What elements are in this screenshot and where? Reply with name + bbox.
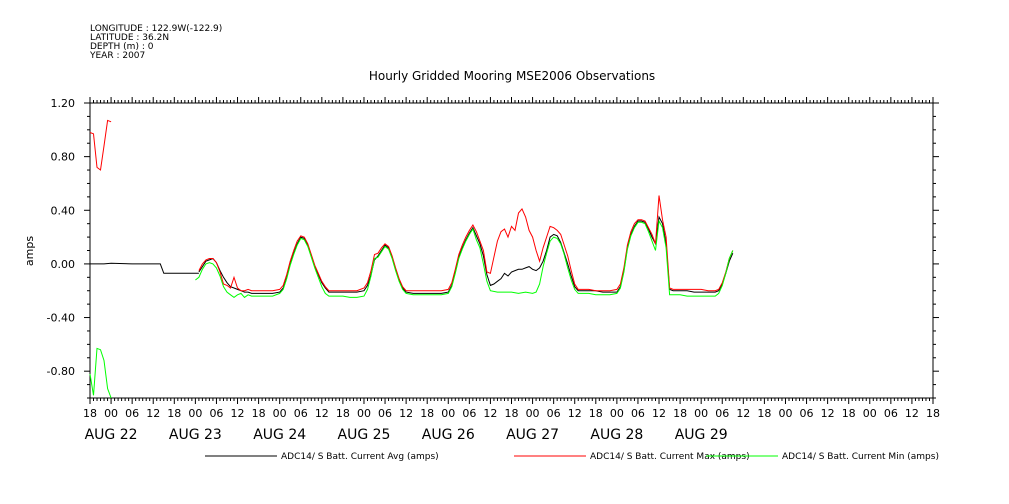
x-tick-label: 12 — [821, 407, 835, 420]
legend-label: ADC14/ S Batt. Current Avg (amps) — [281, 452, 439, 462]
date-label: AUG 22 — [85, 427, 138, 443]
x-tick-label: 06 — [715, 407, 729, 420]
date-label: AUG 24 — [253, 427, 306, 443]
date-label: AUG 29 — [675, 427, 728, 443]
x-tick-label: 12 — [315, 407, 329, 420]
x-tick-label: 00 — [273, 407, 287, 420]
date-label: AUG 26 — [422, 427, 475, 443]
x-tick-label: 12 — [568, 407, 582, 420]
series-lines — [89, 119, 734, 399]
x-tick-label: 00 — [778, 407, 792, 420]
x-tick-label: 12 — [231, 407, 245, 420]
header-info: LONGITUDE : 122.9W(-122.9) LATITUDE : 36… — [89, 24, 222, 61]
series-line-avg — [90, 262, 199, 274]
x-tick-label: 18 — [673, 407, 687, 420]
y-tick-label: 0.40 — [51, 204, 76, 217]
x-tick-label: 18 — [589, 407, 603, 420]
x-tick-label: 06 — [547, 407, 561, 420]
x-tick-label: 06 — [294, 407, 308, 420]
x-tick-label: 00 — [694, 407, 708, 420]
depth-label: DEPTH (m) : 0 — [90, 42, 154, 52]
x-tick-label: 18 — [926, 407, 940, 420]
x-tick-label: 00 — [610, 407, 624, 420]
y-tick-label: 0.80 — [51, 151, 76, 164]
x-tick-label: 06 — [631, 407, 645, 420]
x-tick-label: 00 — [188, 407, 202, 420]
year-label: YEAR : 2007 — [89, 51, 145, 61]
x-tick-label: 18 — [336, 407, 350, 420]
date-label: AUG 25 — [338, 427, 391, 443]
date-label: AUG 27 — [506, 427, 559, 443]
legend-label: ADC14/ S Batt. Current Min (amps) — [782, 452, 939, 462]
x-tick-label: 06 — [800, 407, 814, 420]
y-tick-label: 0.00 — [51, 258, 76, 271]
x-tick-label: 18 — [420, 407, 434, 420]
date-label: AUG 23 — [169, 427, 222, 443]
x-tick-label: 12 — [146, 407, 160, 420]
x-tick-label: 18 — [252, 407, 266, 420]
series-line-max — [198, 195, 734, 292]
x-tick-label: 12 — [483, 407, 497, 420]
x-tick-label: 06 — [378, 407, 392, 420]
legend: ADC14/ S Batt. Current Avg (amps) ADC14/ … — [205, 452, 939, 462]
x-tick-label: 00 — [104, 407, 118, 420]
series-line-max — [89, 119, 112, 171]
x-tick-label: 06 — [125, 407, 139, 420]
y-tick-label: 1.20 — [51, 97, 76, 110]
series-line-min — [195, 219, 734, 299]
x-tick-label: 12 — [736, 407, 750, 420]
x-tick-label: 12 — [652, 407, 666, 420]
date-label: AUG 28 — [590, 427, 643, 443]
x-tick-label: 06 — [884, 407, 898, 420]
plot-area — [89, 102, 934, 399]
chart-title: Hourly Gridded Mooring MSE2006 Observati… — [369, 69, 655, 83]
axis-ticks: 1.20 0.80 0.40 0.00 -0.40 -0.80 18 00 06 12 18 00 06… — [47, 97, 940, 443]
longitude-label: LONGITUDE : 122.9W(-122.9) — [90, 24, 222, 34]
x-tick-label: 00 — [441, 407, 455, 420]
x-tick-label: 00 — [863, 407, 877, 420]
x-tick-label: 18 — [167, 407, 181, 420]
latitude-label: LATITUDE : 36.2N — [90, 33, 169, 43]
y-tick-label: -0.80 — [47, 365, 75, 378]
legend-label: ADC14/ S Batt. Current Max (amps) — [590, 452, 750, 462]
y-tick-label: -0.40 — [47, 312, 75, 325]
x-tick-label: 00 — [526, 407, 540, 420]
x-tick-label: 06 — [209, 407, 223, 420]
x-tick-label: 18 — [83, 407, 97, 420]
x-tick-label: 00 — [357, 407, 371, 420]
series-line-min — [89, 347, 112, 399]
x-tick-label: 18 — [757, 407, 771, 420]
x-tick-label: 12 — [905, 407, 919, 420]
series-line-avg — [198, 215, 734, 294]
x-tick-label: 18 — [842, 407, 856, 420]
x-tick-label: 06 — [462, 407, 476, 420]
y-axis-label: amps — [23, 236, 36, 266]
x-tick-label: 18 — [505, 407, 519, 420]
x-tick-label: 12 — [399, 407, 413, 420]
